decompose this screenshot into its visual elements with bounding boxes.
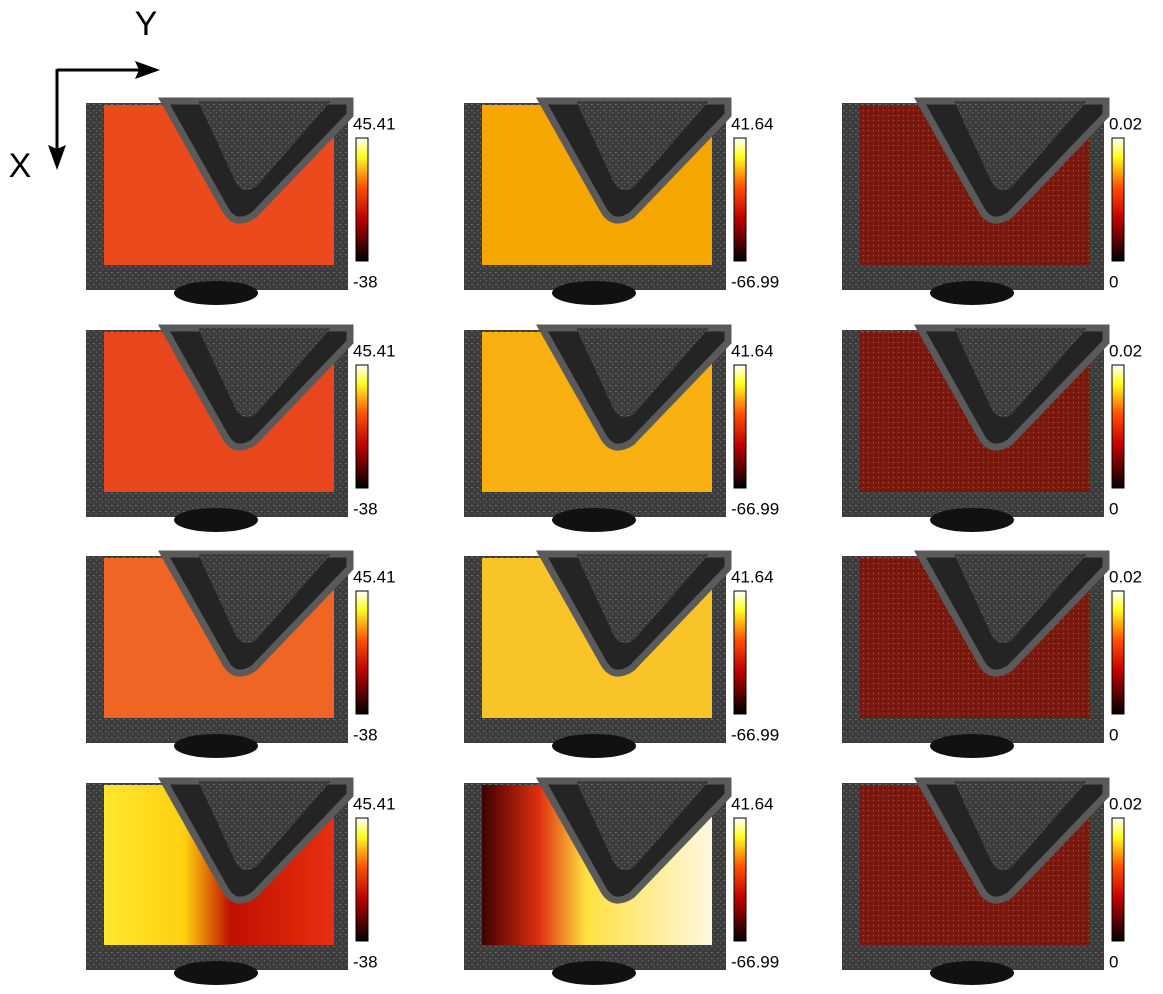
- colorbar: [733, 590, 747, 715]
- colorbar-max: 0.02: [1109, 341, 1142, 360]
- bottom-hole: [552, 508, 636, 532]
- colorbar: [355, 817, 369, 942]
- colorbar: [1111, 364, 1125, 489]
- panel: 41.64 -66.99: [464, 777, 779, 985]
- bottom-hole: [174, 734, 258, 758]
- colorbar: [733, 817, 747, 942]
- notch-inner: [576, 781, 709, 871]
- notch-inner: [576, 554, 709, 644]
- colorbar-max: 41.64: [731, 794, 774, 813]
- colorbar-max: 45.41: [353, 114, 396, 133]
- colorbar-min: -38: [353, 272, 378, 291]
- notch-inner: [576, 328, 709, 418]
- bottom-hole: [552, 734, 636, 758]
- colorbar-min: -66.99: [731, 499, 779, 518]
- bottom-hole: [930, 734, 1014, 758]
- axis-arrows: [48, 61, 160, 170]
- panel: 41.64 -66.99: [464, 550, 779, 758]
- colorbar: [1111, 137, 1125, 262]
- bottom-hole: [552, 281, 636, 305]
- colorbar-max: 41.64: [731, 567, 774, 586]
- bottom-hole: [930, 508, 1014, 532]
- notch-inner: [198, 101, 331, 191]
- notch-inner: [954, 101, 1087, 191]
- colorbar-max: 45.41: [353, 794, 396, 813]
- colorbar-min: -38: [353, 725, 378, 744]
- panel: 45.41 -38: [86, 550, 396, 758]
- colorbar-max: 0.02: [1109, 794, 1142, 813]
- colorbar-min: -38: [353, 499, 378, 518]
- panel: 0.02 0: [842, 550, 1142, 758]
- bottom-hole: [174, 508, 258, 532]
- panel: 0.02 0: [842, 97, 1142, 305]
- colorbar-max: 0.02: [1109, 567, 1142, 586]
- axis-label-x: X: [9, 147, 32, 185]
- bottom-hole: [930, 281, 1014, 305]
- colorbar-min: -66.99: [731, 952, 779, 971]
- panel: 0.02 0: [842, 777, 1142, 985]
- colorbar-min: 0: [1109, 725, 1118, 744]
- colorbar: [355, 364, 369, 489]
- colorbar-min: 0: [1109, 272, 1118, 291]
- colorbar: [1111, 590, 1125, 715]
- panel: 45.41 -38: [86, 97, 396, 305]
- colorbar-min: -66.99: [731, 725, 779, 744]
- colorbar-min: 0: [1109, 499, 1118, 518]
- colorbar-min: 0: [1109, 952, 1118, 971]
- colorbar-max: 45.41: [353, 341, 396, 360]
- colorbar: [355, 137, 369, 262]
- colorbar: [1111, 817, 1125, 942]
- panel: 41.64 -66.99: [464, 324, 779, 532]
- bottom-hole: [174, 281, 258, 305]
- panel: 41.64 -66.99: [464, 97, 779, 305]
- bottom-hole: [174, 961, 258, 985]
- colorbar-max: 0.02: [1109, 114, 1142, 133]
- notch-inner: [954, 328, 1087, 418]
- colorbar-min: -38: [353, 952, 378, 971]
- colorbar-min: -66.99: [731, 272, 779, 291]
- axis-label-y: Y: [135, 5, 158, 43]
- notch-inner: [198, 554, 331, 644]
- colorbar: [355, 590, 369, 715]
- colorbar-max: 41.64: [731, 341, 774, 360]
- panel: 0.02 0: [842, 324, 1142, 532]
- notch-inner: [198, 328, 331, 418]
- colorbar: [733, 137, 747, 262]
- bottom-hole: [552, 961, 636, 985]
- panel: 45.41 -38: [86, 777, 396, 985]
- notch-inner: [954, 554, 1087, 644]
- panel: 45.41 -38: [86, 324, 396, 532]
- colorbar-max: 41.64: [731, 114, 774, 133]
- notch-inner: [576, 101, 709, 191]
- colorbar-max: 45.41: [353, 567, 396, 586]
- colorbar: [733, 364, 747, 489]
- notch-inner: [198, 781, 331, 871]
- bottom-hole: [930, 961, 1014, 985]
- notch-inner: [954, 781, 1087, 871]
